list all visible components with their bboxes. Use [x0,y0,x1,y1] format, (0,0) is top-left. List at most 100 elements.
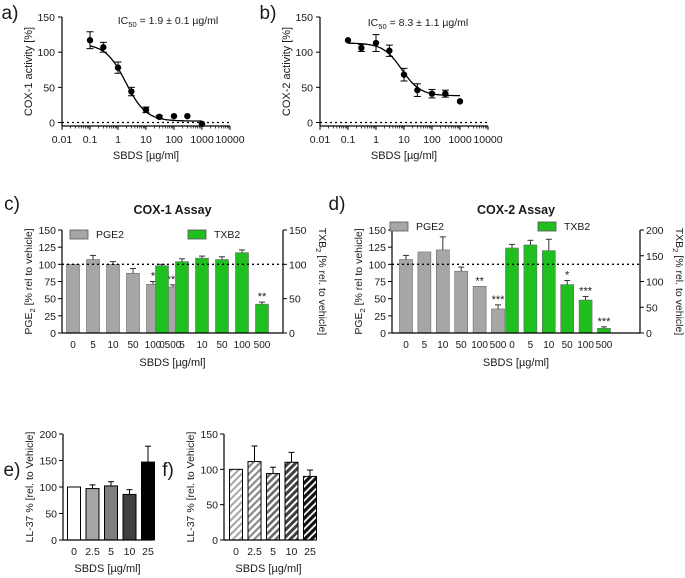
y-tick-label: 150 [39,456,57,468]
y-axis-label: LL-37 % [rel. to Vehicle] [185,431,197,542]
data-point [386,47,393,54]
significance-mark: *** [492,294,506,306]
y-tick-label: 150 [37,12,55,24]
x-axis-label: SBDS [µg/ml] [113,150,179,162]
y-axis-label: COX-1 activity [%] [23,27,35,116]
x-tick-label: 50 [456,340,468,351]
legend-swatch-txb2 [537,221,557,232]
x-tick-label: 10000 [473,134,502,146]
significance-mark: ** [258,291,267,303]
x-axis-label: SBDS [µg/ml] [235,563,301,575]
data-point [156,113,163,121]
y-tick-label: 0 [49,117,55,129]
bar [229,468,243,541]
bar-txb2 [155,265,169,334]
y-tick-label: 25 [44,311,56,323]
data-point [100,44,107,51]
bar-pge2 [472,286,487,334]
y-tick-label: 100 [38,259,56,271]
bar [67,486,81,541]
bar [303,475,317,541]
bar-txb2 [597,328,611,334]
bar [284,461,299,541]
x-tick-label: 1000 [448,134,472,146]
y2-tick-label: 50 [646,302,658,314]
data-point [456,98,464,105]
x-axis-label: SBDS [µg/ml] [483,357,549,369]
x-tick-label: 100 [577,340,594,351]
bar-txb2 [195,257,209,334]
legend-label-txb2: TXB2 [564,221,590,233]
bar-txb2 [560,284,575,334]
x-tick-label: 5 [179,340,185,351]
x-tick-label: 100 [471,340,488,351]
y-axis-label: PGE2 [% rel to vehicle] [353,228,367,334]
panel-label: a) [2,3,19,24]
y-tick-label: 75 [374,277,386,289]
x-tick-label: 10000 [215,134,244,146]
y-axis-label: COX-2 activity [%] [281,27,293,116]
x-tick-label: 50 [127,340,139,351]
x-tick-label: 10 [124,546,136,558]
x-tick-label: 500 [165,340,182,351]
x-tick-label: 0 [71,546,77,558]
panel-b-dose-response-cox2: b) 0 50 100 150 0.01 0.1 1 10 100 1000 10000 IC50 = … [260,3,503,162]
x-tick-label: 10 [398,134,410,146]
x-tick-label: 50 [216,340,228,351]
x-tick-label: 0 [70,340,76,351]
panel-label: b) [260,3,277,24]
x-tick-label: 5 [528,340,534,351]
y2-tick-label: 0 [646,328,652,340]
x-tick-label: 50 [562,340,574,351]
bar-pge2 [126,272,140,334]
x-tick-label: 10 [140,134,152,146]
x-tick-label: 5 [108,546,114,558]
x-tick-label: 1 [373,134,379,146]
x-axis-label: SBDS [µg/ml] [371,150,437,162]
x-tick-label: 10 [196,340,208,351]
x-tick-label: 500 [254,340,271,351]
y-tick-label: 150 [200,429,218,441]
data-point [400,71,408,78]
y-tick-label: 150 [295,12,313,24]
y-tick-label: 0 [380,328,386,340]
legend-label-pge2: PGE2 [416,221,444,233]
y-tick-label: 100 [39,482,57,494]
x-tick-label: 1 [115,134,121,146]
y2-tick-label: 100 [289,259,307,271]
data-point [184,112,191,120]
bar-txb2 [505,247,519,334]
data-point [442,90,449,97]
x-tick-label: 500 [596,340,613,351]
y2-tick-label: 200 [646,225,664,237]
y-tick-label: 50 [43,82,55,94]
x-tick-label: 0 [509,340,515,351]
x-tick-label: 0 [159,340,165,351]
x-tick-label: 500 [490,340,507,351]
x-tick-label: 0.1 [341,134,356,146]
x-tick-label: 100 [234,340,251,351]
x-axis-label: SBDS [µg/ml] [139,357,205,369]
y2-tick-label: 100 [646,277,664,289]
y-tick-label: 125 [38,242,56,254]
y-tick-label: 50 [374,294,386,306]
ic50-annotation: IC50 = 1.9 ± 0.1 µg/ml [118,15,218,29]
data-point [344,37,352,44]
bar-txb2 [255,303,269,334]
significance-mark: * [565,269,570,281]
panel-c-cox1-assay: c) COX-1 Assay0255075100125150050100150PG… [4,194,328,369]
legend-label-pge2: PGE2 [96,229,124,241]
y-tick-label: 150 [38,225,56,237]
bar [85,488,100,541]
y-tick-label: 150 [368,225,386,237]
data-point [142,106,150,114]
x-tick-label: 0 [233,546,239,558]
legend-swatch-pge2 [389,221,409,232]
y2-tick-label: 150 [289,225,307,237]
y-tick-label: 50 [45,509,57,521]
y-tick-label: 25 [374,311,386,323]
bar-pge2 [435,249,450,334]
legend-swatch-txb2 [187,229,207,240]
chart-title: COX-2 Assay [477,203,555,217]
